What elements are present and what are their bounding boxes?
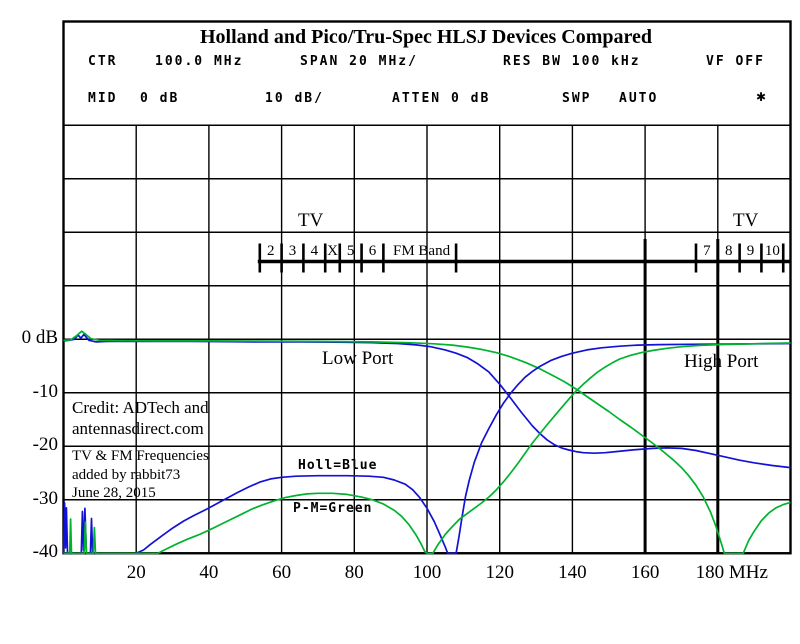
tv-channel-label: 5 [346,243,355,259]
tv-band-label-left: TV [298,210,324,231]
x-axis-tick-label: 60 [272,562,292,583]
tv-channel-label: 10 [764,243,780,259]
x-axis-tick-label: 80 [344,562,364,583]
y-axis-tick-label: 0 dB [21,327,58,349]
tv-channel-label: 3 [288,243,297,259]
x-axis-tick-label: 160 [630,562,660,583]
marker-asterisk-icon: ✱ [756,90,767,104]
ctr-label: CTR [88,54,118,69]
green-trace-legend: P-M=Green [293,501,373,516]
note-line-2: added by rabbit73 [72,467,181,483]
x-axis-tick-label: 20 [126,562,146,583]
note-line-3: June 28, 2015 [72,485,156,501]
page-title: Holland and Pico/Tru-Spec HLSJ Devices C… [199,26,653,48]
mid-label: MID [88,91,118,106]
tv-channel-label: 6 [368,243,377,259]
trace-holland-high-port [62,342,791,555]
tv-channel-label: X [327,243,338,259]
tv-channel-label: 7 [703,243,711,259]
atten-value: ATTEN 0 dB [392,91,491,106]
high-port-label: High Port [684,351,759,372]
x-axis-tick-label: 40 [199,562,219,583]
tv-channel-label: 2 [266,243,275,259]
low-port-label: Low Port [322,348,394,369]
x-axis-tick-label: 100 [412,562,442,583]
swp-value: AUTO [619,91,659,106]
vf-status: VF OFF [706,54,765,69]
x-axis-tick-label: 180 MHz [695,562,768,583]
y-axis-tick-label: -40 [32,541,58,563]
scale-value: 10 dB/ [265,91,324,106]
y-axis-tick-label: -30 [32,487,58,509]
y-axis-tick-label: -10 [32,380,58,402]
tv-channel-label: 8 [724,243,733,259]
blue-trace-legend: Holl=Blue [298,458,378,473]
swp-label: SWP [562,91,592,106]
tv-channel-label: 4 [310,243,319,259]
trace-pico-macom-high-port [63,342,791,555]
x-axis-tick-label: 140 [558,562,587,583]
span-value: SPAN 20 MHz/ [300,54,418,69]
note-line-1: TV & FM Frequencies [72,448,209,464]
y-axis-tick-label: -20 [32,434,58,456]
credit-line-1: Credit: ADTech and [72,398,209,417]
tv-channel-label: 9 [746,243,755,259]
tv-band-label-right: TV [733,210,759,231]
credit-line-2: antennasdirect.com [72,419,204,438]
res-bw-value: RES BW 100 kHz [503,54,641,69]
x-axis-tick-label: 120 [485,562,514,583]
fm-band-label: FM Band [393,243,451,259]
trace-holland-low-port [63,333,791,469]
ctr-value: 100.0 MHz [155,54,244,69]
mid-value: 0 dB [140,91,180,106]
trace-pico-macom-low-port [63,330,791,555]
